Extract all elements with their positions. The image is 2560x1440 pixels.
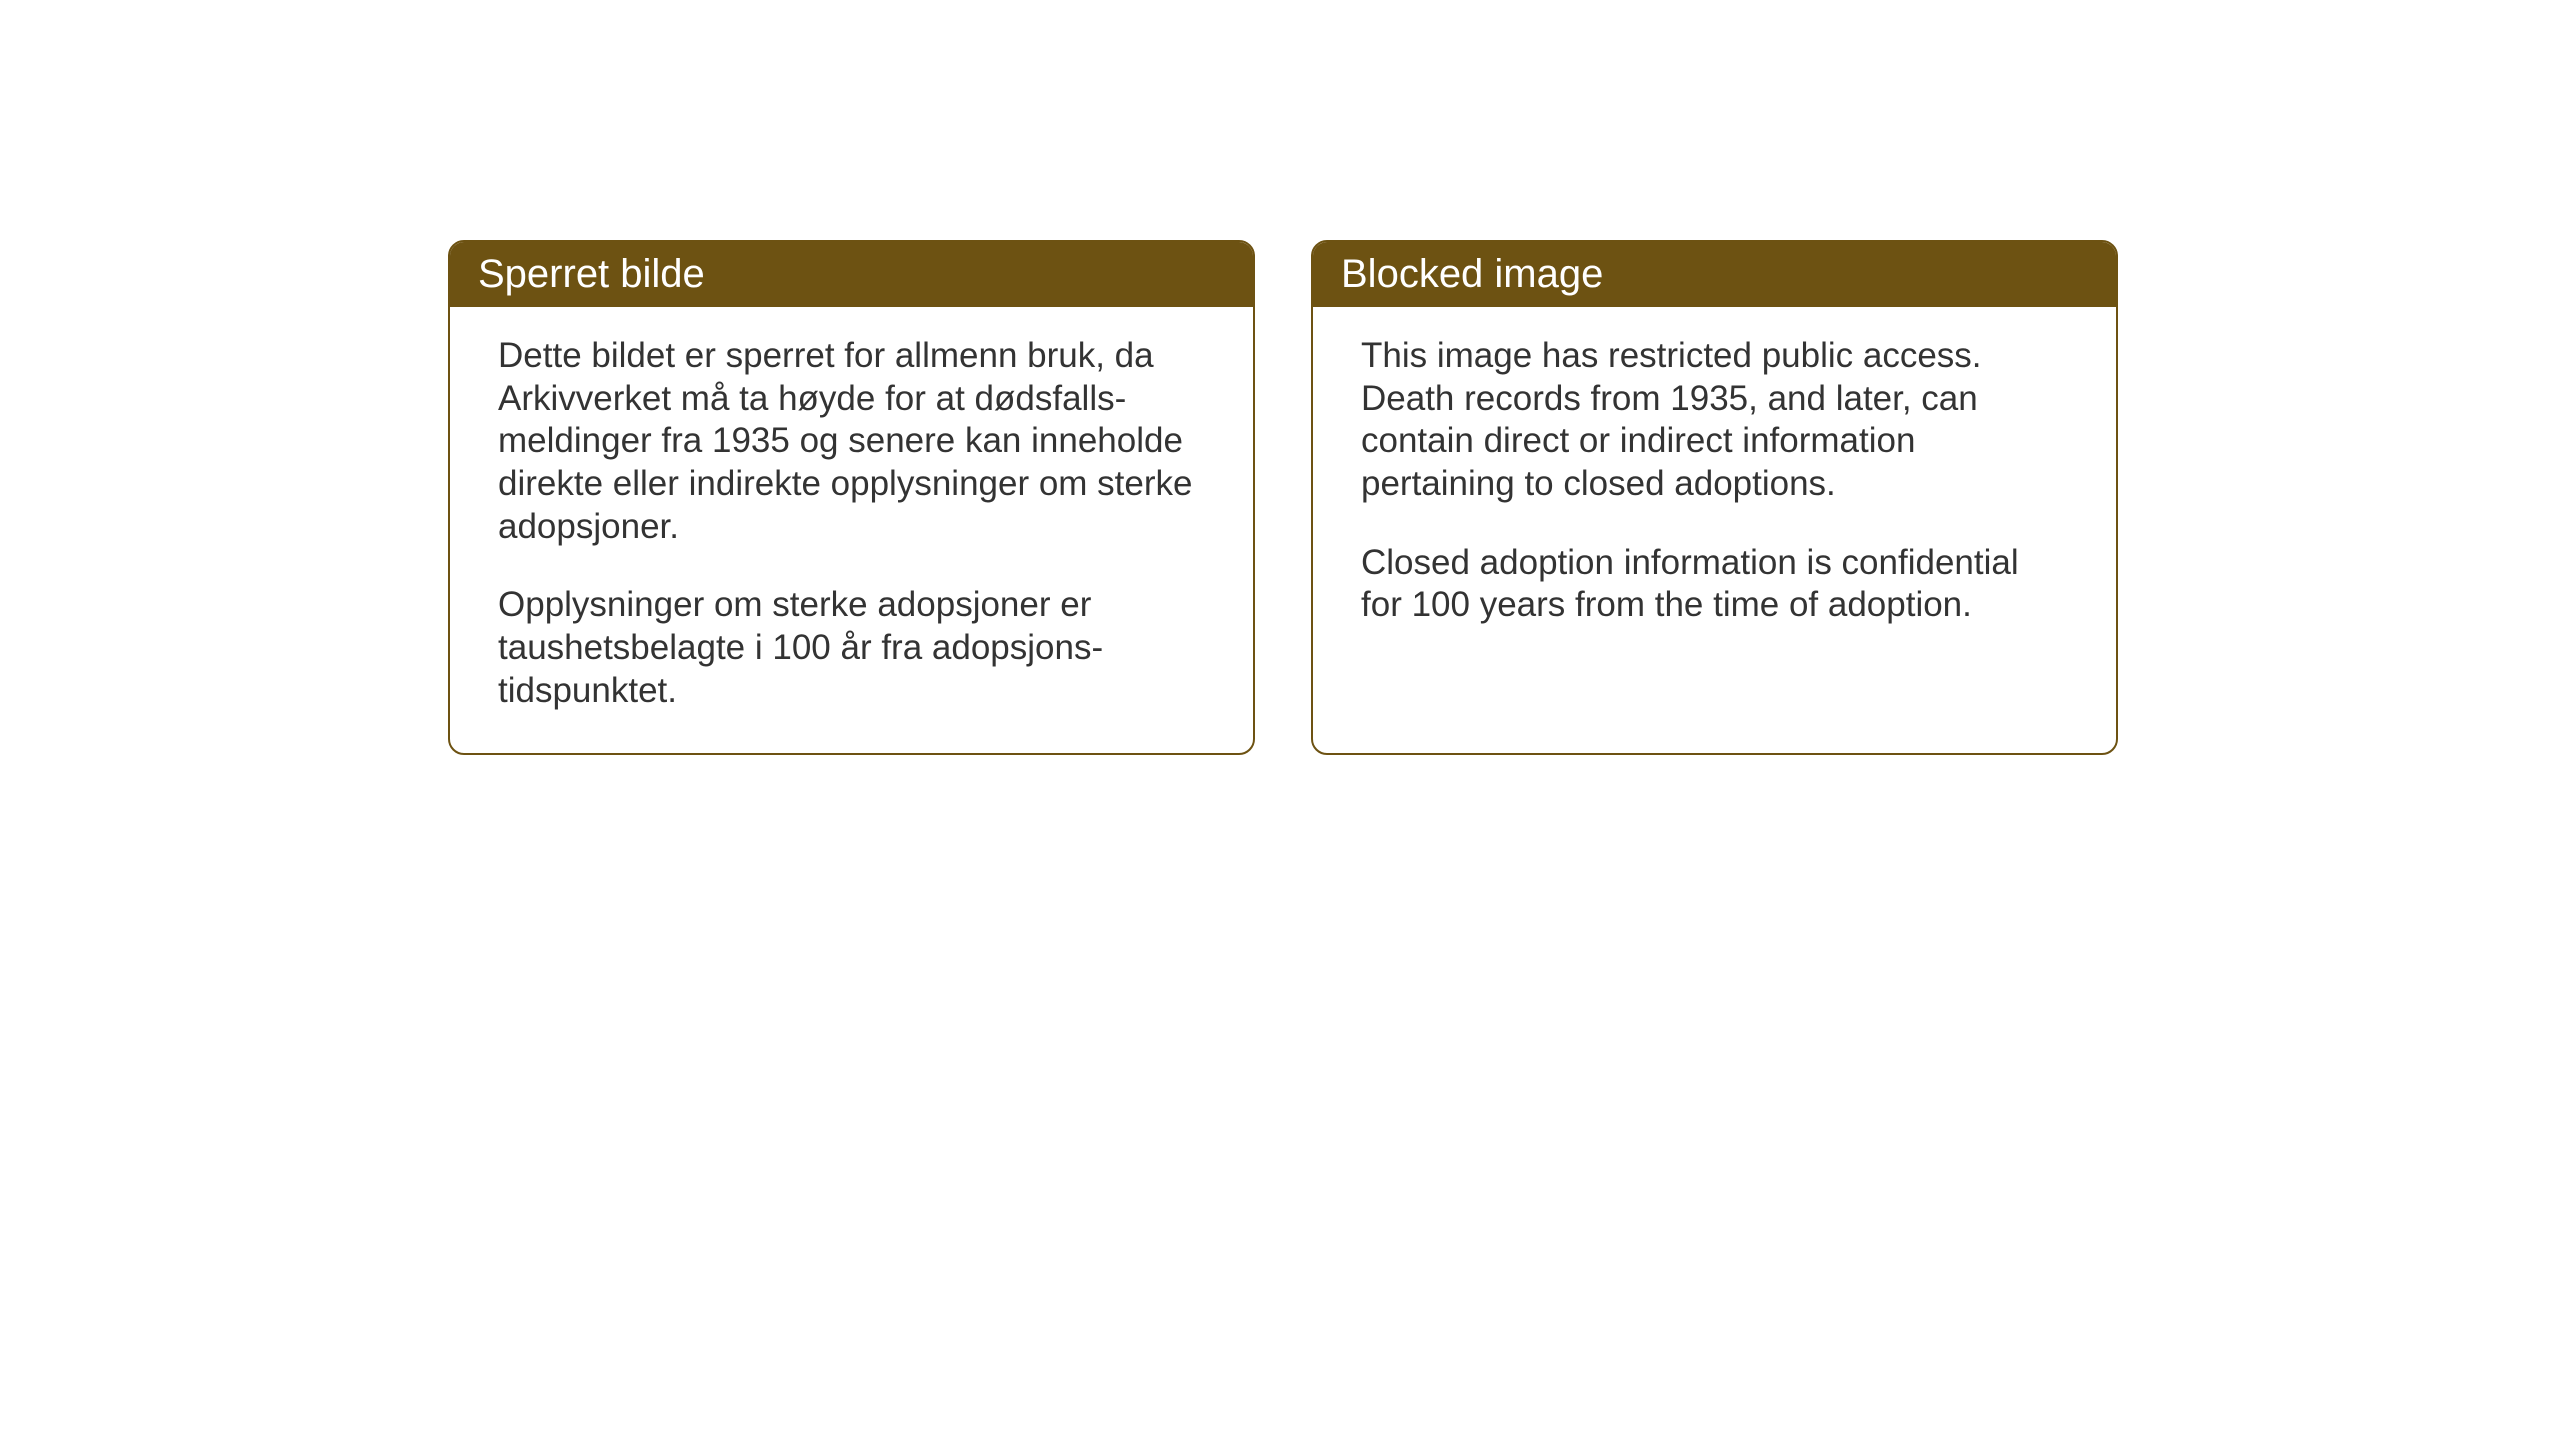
norwegian-card-body: Dette bildet er sperret for allmenn bruk… [450,307,1253,753]
english-card-title: Blocked image [1313,242,2116,307]
english-paragraph-1: This image has restricted public access.… [1361,335,2068,506]
english-card-body: This image has restricted public access.… [1313,307,2116,667]
norwegian-card-title: Sperret bilde [450,242,1253,307]
norwegian-paragraph-1: Dette bildet er sperret for allmenn bruk… [498,335,1205,548]
english-notice-card: Blocked image This image has restricted … [1311,240,2118,755]
notice-container: Sperret bilde Dette bildet er sperret fo… [448,240,2118,755]
norwegian-notice-card: Sperret bilde Dette bildet er sperret fo… [448,240,1255,755]
english-paragraph-2: Closed adoption information is confident… [1361,542,2068,627]
norwegian-paragraph-2: Opplysninger om sterke adopsjoner er tau… [498,584,1205,712]
